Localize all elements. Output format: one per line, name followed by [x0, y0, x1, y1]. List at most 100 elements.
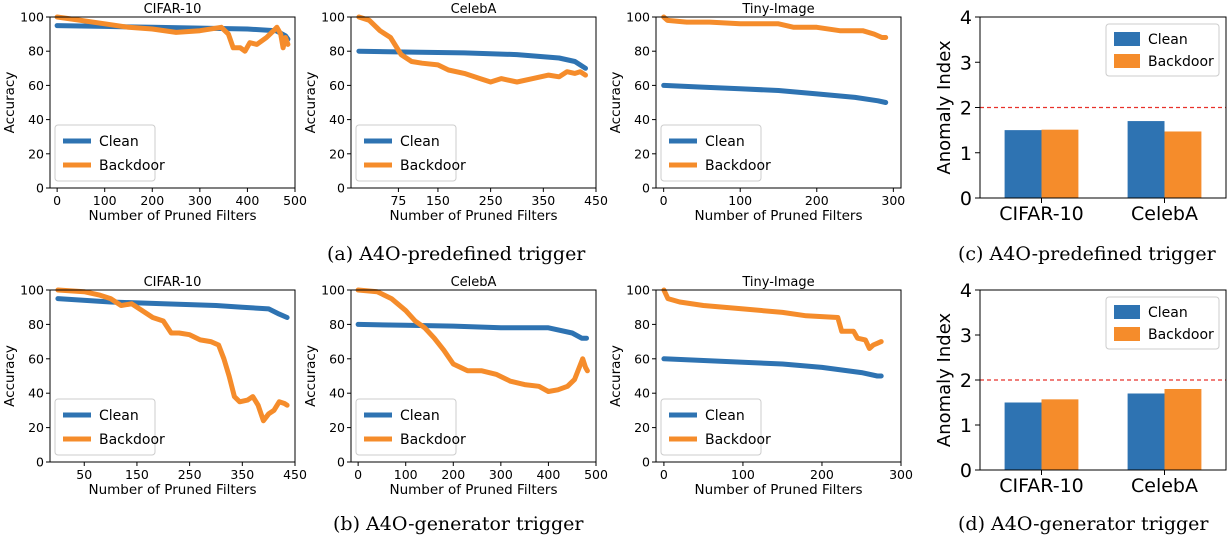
y-tick-label: 40	[329, 112, 345, 127]
series-line-clean	[355, 321, 589, 341]
y-tick-label: 20	[329, 146, 345, 161]
legend-label-clean: Clean	[99, 408, 139, 424]
legend-swatch-clean	[1114, 32, 1140, 46]
legend: Clean Backdoor	[660, 398, 771, 456]
chart-a3: Tiny-Image 0 20 40 60 80 100 0 100 200 300 Number o…	[608, 2, 905, 224]
y-tick-label: 100	[20, 283, 44, 298]
x-tick-label: 150	[125, 467, 149, 482]
legend-label-backdoor: Backdoor	[400, 158, 466, 174]
x-tick-label: 400	[536, 467, 560, 482]
x-tick-label: 250	[178, 467, 202, 482]
y-tick-label: 60	[329, 78, 345, 93]
bar-backdoor	[1041, 129, 1079, 198]
x-tick-label: 300	[881, 193, 905, 208]
bar-clean	[1127, 393, 1165, 470]
chart-d: 0 1 2 3 4 CIFAR-10 CelebA Anomaly Index Clean Bac…	[934, 280, 1227, 497]
x-tick-label: 200	[441, 467, 465, 482]
legend-label-backdoor: Backdoor	[99, 432, 165, 448]
y-tick-label: 60	[28, 78, 44, 93]
y-tick-label: 20	[28, 146, 44, 161]
y-tick-label: 80	[28, 317, 44, 332]
legend: Clean Backdoor	[54, 398, 165, 456]
x-tick-label: CIFAR-10	[999, 203, 1084, 225]
legend: Clean Backdoor	[355, 124, 466, 182]
y-tick-label: 4	[960, 280, 972, 302]
x-tick-label: 450	[584, 193, 608, 208]
bar-backdoor	[1164, 389, 1202, 470]
y-tick-label: 3	[960, 52, 972, 74]
chart-b1: CIFAR-10 0 20 40 60 80 100 50 150 250 350 450 Number…	[2, 275, 307, 498]
chart-title: Tiny-Image	[741, 2, 814, 17]
y-axis-label: Accuracy	[2, 72, 18, 134]
plot-frame	[655, 289, 902, 463]
legend: Clean Backdoor	[54, 124, 165, 182]
y-axis-label: Accuracy	[608, 72, 624, 134]
x-tick-label: 500	[283, 193, 307, 208]
series-line-backdoor	[661, 287, 884, 351]
legend: Clean Backdoor	[1105, 23, 1220, 77]
x-tick-label: 0	[53, 193, 61, 208]
x-tick-label: 100	[394, 467, 418, 482]
bar-clean	[1127, 121, 1165, 198]
y-tick-label: 0	[36, 181, 44, 196]
series-line-clean	[661, 82, 889, 105]
series-line-backdoor	[661, 14, 889, 40]
x-tick-label: CIFAR-10	[999, 475, 1084, 497]
legend-label-clean: Clean	[400, 134, 440, 150]
legend-label-backdoor: Backdoor	[705, 432, 771, 448]
x-tick-label: 300	[889, 467, 913, 482]
x-tick-label: 200	[805, 193, 829, 208]
y-axis-label: Accuracy	[608, 345, 624, 407]
y-axis-label: Accuracy	[303, 72, 319, 134]
y-tick-label: 40	[634, 386, 650, 401]
x-tick-label: 75	[390, 193, 406, 208]
legend-swatch-clean	[1114, 305, 1140, 319]
y-tick-label: 20	[329, 420, 345, 435]
legend-label-clean: Clean	[400, 408, 440, 424]
y-tick-label: 80	[329, 317, 345, 332]
x-tick-label: 450	[283, 467, 307, 482]
legend-label-clean: Clean	[99, 134, 139, 150]
y-tick-label: 80	[634, 317, 650, 332]
x-tick-label: 300	[188, 193, 212, 208]
y-tick-label: 40	[634, 112, 650, 127]
legend: Clean Backdoor	[1105, 296, 1220, 350]
y-tick-label: 0	[642, 181, 650, 196]
caption-c: (c) A4O-predefined trigger	[958, 243, 1216, 265]
series-line-clean	[55, 296, 290, 320]
plot-frame	[655, 16, 902, 189]
x-axis-label: Number of Pruned Filters	[694, 482, 862, 498]
caption-b: (b) A4O-generator trigger	[333, 513, 584, 535]
bar-clean	[1004, 402, 1042, 470]
plot-frame	[979, 16, 1227, 199]
legend-label-clean: Clean	[1148, 32, 1188, 48]
x-tick-label: CelebA	[1131, 203, 1198, 225]
bar-clean	[1004, 130, 1042, 198]
plot-frame	[979, 289, 1227, 471]
y-tick-label: 20	[634, 420, 650, 435]
caption-a: (a) A4O-predefined trigger	[327, 243, 586, 265]
y-tick-label: 0	[642, 455, 650, 470]
legend-label-backdoor: Backdoor	[400, 432, 466, 448]
chart-b2: CelebA 0 20 40 60 80 100 0 100 200 300 400 500 Number…	[303, 275, 608, 498]
x-axis-label: Number of Pruned Filters	[88, 208, 256, 224]
x-tick-label: 150	[426, 193, 450, 208]
x-axis-label: Number of Pruned Filters	[389, 482, 557, 498]
legend-label-backdoor: Backdoor	[1148, 54, 1214, 70]
chart-a1: CIFAR-10 0 20 40 60 80 100 0 100 200 300 400 500 Numb…	[2, 2, 307, 224]
y-tick-label: 0	[36, 455, 44, 470]
x-axis-label: Number of Pruned Filters	[389, 208, 557, 224]
plot-frame	[49, 16, 296, 189]
y-tick-label: 40	[28, 112, 44, 127]
x-tick-label: 100	[93, 193, 117, 208]
chart-title: CIFAR-10	[144, 275, 202, 290]
y-tick-label: 0	[337, 181, 345, 196]
caption-d: (d) A4O-generator trigger	[958, 513, 1209, 535]
series-line-clean	[356, 48, 588, 71]
y-axis-label: Anomaly Index	[934, 313, 955, 448]
chart-title: CelebA	[451, 2, 497, 17]
x-tick-label: 200	[810, 467, 834, 482]
chart-title: CIFAR-10	[144, 2, 202, 17]
series-line-backdoor	[54, 14, 291, 54]
series-line-clean	[661, 356, 884, 379]
